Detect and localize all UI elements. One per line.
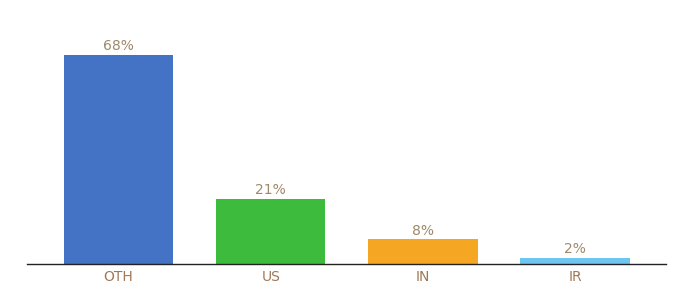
Bar — [216, 199, 326, 264]
Text: 2%: 2% — [564, 242, 586, 256]
Bar — [64, 55, 173, 264]
Text: 68%: 68% — [103, 39, 134, 53]
Text: 8%: 8% — [412, 224, 434, 238]
Bar — [368, 239, 477, 264]
Text: 21%: 21% — [255, 184, 286, 197]
Bar — [520, 258, 630, 264]
